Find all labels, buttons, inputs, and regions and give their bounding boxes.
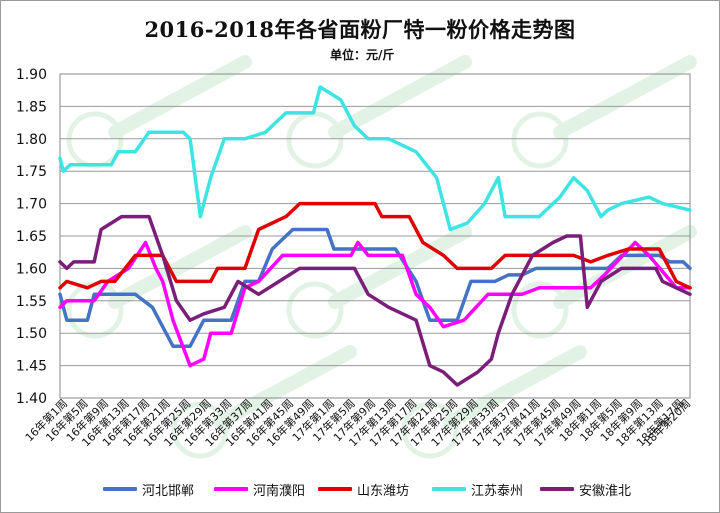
series-line [58, 240, 692, 368]
watermark-band [553, 55, 697, 139]
watermark-logo-ring [66, 281, 124, 339]
chart-title: 2016-2018年各省面粉厂特一粉价格走势图 [144, 17, 576, 42]
legend-label: 河北邯郸 [142, 483, 195, 499]
watermark-band [213, 345, 357, 429]
y-tick-label: 1.70 [16, 197, 47, 213]
y-tick-label: 1.55 [16, 294, 47, 310]
series-line [58, 85, 692, 232]
chart-subtitle: 单位：元/斤 [330, 48, 395, 62]
y-tick-label: 1.85 [16, 99, 47, 115]
legend-swatch [318, 487, 352, 491]
legend-label: 江苏泰州 [471, 483, 524, 499]
x-axis-tick-labels: 16年第1周16年第5周16年第9周16年第13周16年第17周16年第21周1… [22, 396, 693, 449]
plot-area-border [59, 73, 691, 399]
legend-item: 山东潍坊 [318, 478, 409, 500]
legend-label: 山东潍坊 [357, 483, 410, 499]
watermark-band [443, 345, 587, 429]
y-tick-label: 1.50 [16, 326, 47, 342]
watermark-logo-ring [511, 281, 569, 339]
legend-item: 江苏泰州 [432, 478, 523, 500]
legend-swatch [540, 487, 574, 491]
watermark-band [328, 55, 472, 139]
legend-swatch [432, 487, 466, 491]
legend-swatch [214, 487, 248, 491]
watermark-logo-ring [286, 281, 344, 339]
y-tick-label: 1.40 [16, 391, 47, 407]
legend-item: 河北邯郸 [103, 478, 194, 500]
series-line [58, 227, 692, 348]
legend-label: 安徽淮北 [579, 483, 632, 499]
y-tick-label: 1.80 [16, 132, 47, 148]
series-lines [58, 85, 692, 387]
series-line [58, 214, 692, 387]
y-tick-label: 1.75 [16, 164, 47, 180]
watermark-logo-ring [286, 111, 344, 169]
y-axis-tick-labels: 1.90 1.85 1.80 1.75 1.70 1.65 1.60 1.55 1.50 1.45… [16, 67, 47, 407]
watermark-logo-ring [401, 401, 459, 459]
legend-label: 河南濮阳 [253, 483, 306, 499]
y-tick-label: 1.90 [16, 67, 47, 83]
y-tick-label: 1.60 [16, 261, 47, 277]
legend-swatch [103, 487, 137, 491]
legend-item: 河南濮阳 [214, 478, 305, 500]
chart-legend: 河北邯郸 河南濮阳 山东潍坊 江苏泰州 安徽淮北 [0, 478, 720, 500]
watermark-band [108, 225, 252, 309]
y-tick-label: 1.45 [16, 359, 47, 375]
legend-item: 安徽淮北 [540, 478, 631, 500]
watermark-band [108, 55, 252, 139]
watermark-logo-ring [171, 401, 229, 459]
watermark-band [328, 225, 472, 309]
series-line [58, 201, 692, 290]
y-tick-label: 1.65 [16, 229, 47, 245]
watermark-logo-ring [511, 111, 569, 169]
